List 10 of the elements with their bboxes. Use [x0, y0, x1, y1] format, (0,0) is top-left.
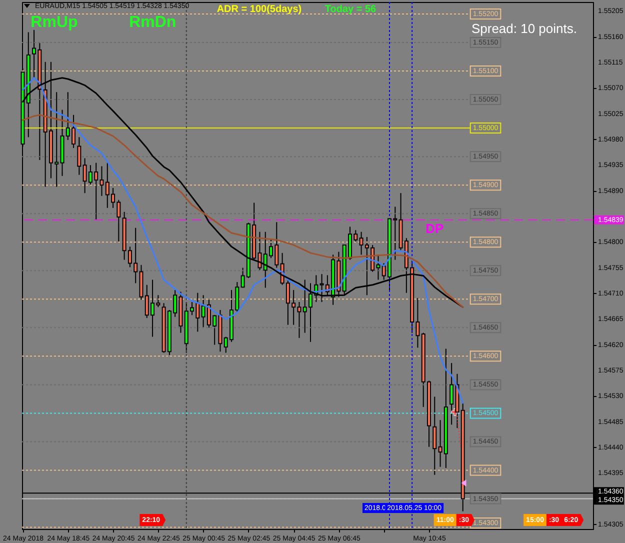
annotation: DP — [426, 220, 444, 236]
line-series — [22, 114, 464, 308]
line-series — [22, 77, 464, 404]
annotation: RmDn — [129, 14, 176, 31]
candlestick — [77, 136, 82, 176]
annotation: Today = 56 — [324, 4, 377, 15]
annotation: Spread: 10 points. — [471, 21, 577, 36]
annotation: ADR = 100(5days) — [216, 4, 302, 15]
annotation: RmUp — [30, 14, 78, 31]
candlestick — [432, 396, 437, 476]
